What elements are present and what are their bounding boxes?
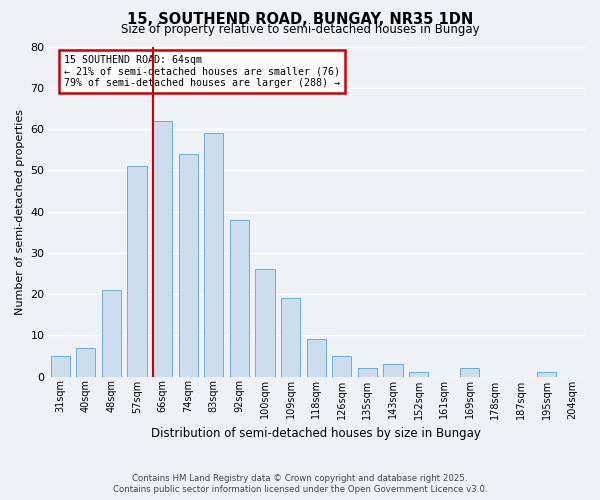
- Text: 15, SOUTHEND ROAD, BUNGAY, NR35 1DN: 15, SOUTHEND ROAD, BUNGAY, NR35 1DN: [127, 12, 473, 28]
- Bar: [307, 340, 326, 376]
- Bar: [127, 166, 146, 376]
- Bar: [256, 270, 275, 376]
- Bar: [50, 356, 70, 376]
- Bar: [281, 298, 300, 376]
- Bar: [153, 121, 172, 376]
- Bar: [460, 368, 479, 376]
- Text: Size of property relative to semi-detached houses in Bungay: Size of property relative to semi-detach…: [121, 22, 479, 36]
- Bar: [358, 368, 377, 376]
- Bar: [332, 356, 352, 376]
- Bar: [230, 220, 249, 376]
- Bar: [537, 372, 556, 376]
- Y-axis label: Number of semi-detached properties: Number of semi-detached properties: [15, 108, 25, 314]
- Bar: [409, 372, 428, 376]
- Text: Contains HM Land Registry data © Crown copyright and database right 2025.
Contai: Contains HM Land Registry data © Crown c…: [113, 474, 487, 494]
- Bar: [76, 348, 95, 376]
- X-axis label: Distribution of semi-detached houses by size in Bungay: Distribution of semi-detached houses by …: [151, 427, 481, 440]
- Bar: [204, 133, 223, 376]
- Bar: [102, 290, 121, 376]
- Bar: [383, 364, 403, 376]
- Bar: [179, 154, 198, 376]
- Text: 15 SOUTHEND ROAD: 64sqm
← 21% of semi-detached houses are smaller (76)
79% of se: 15 SOUTHEND ROAD: 64sqm ← 21% of semi-de…: [64, 55, 340, 88]
